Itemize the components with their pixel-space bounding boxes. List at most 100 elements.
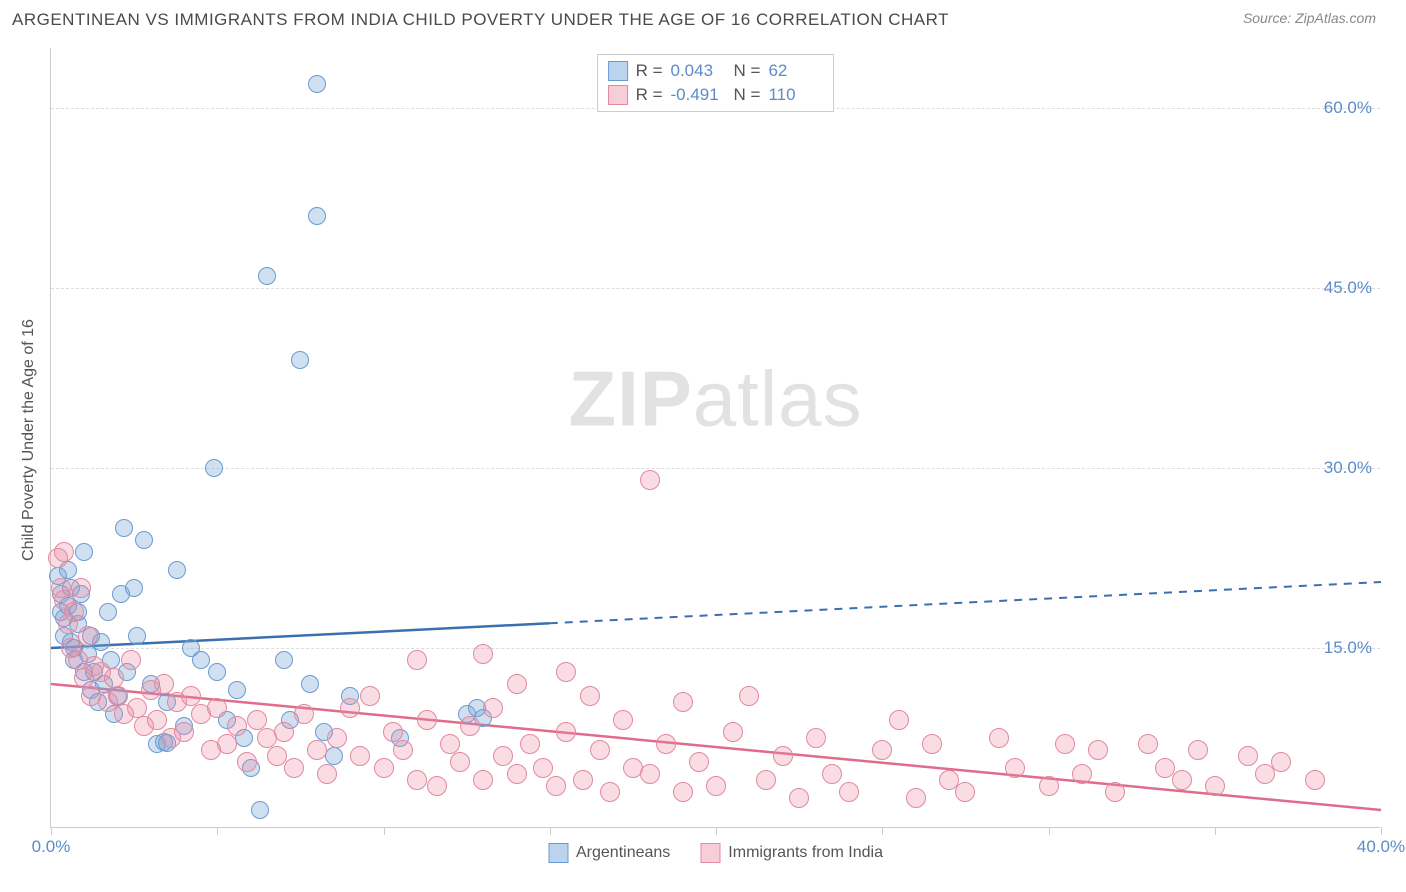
data-point — [301, 675, 319, 693]
stat-value-n: 62 — [768, 61, 823, 81]
x-tick — [882, 827, 883, 835]
data-point — [247, 710, 267, 730]
data-point — [54, 542, 74, 562]
legend-label: Immigrants from India — [728, 844, 883, 862]
data-point — [989, 728, 1009, 748]
x-tick — [217, 827, 218, 835]
data-point — [327, 728, 347, 748]
source-attribution: Source: ZipAtlas.com — [1243, 10, 1376, 26]
legend-item: Immigrants from India — [700, 843, 883, 863]
data-point — [1172, 770, 1192, 790]
x-tick — [1215, 827, 1216, 835]
data-point — [121, 650, 141, 670]
data-point — [192, 651, 210, 669]
data-point — [922, 734, 942, 754]
data-point — [181, 686, 201, 706]
data-point — [590, 740, 610, 760]
chart-title: ARGENTINEAN VS IMMIGRANTS FROM INDIA CHI… — [12, 10, 949, 30]
x-tick — [550, 827, 551, 835]
scatter-chart: ZIPatlas R =0.043N =62R =-0.491N =110 Ar… — [50, 48, 1380, 828]
data-point — [533, 758, 553, 778]
data-point — [154, 674, 174, 694]
legend-stats-row: R =-0.491N =110 — [608, 83, 824, 107]
data-point — [706, 776, 726, 796]
x-tick — [51, 827, 52, 835]
data-point — [350, 746, 370, 766]
data-point — [1238, 746, 1258, 766]
legend-swatch — [608, 85, 628, 105]
data-point — [1072, 764, 1092, 784]
data-point — [258, 267, 276, 285]
data-point — [640, 470, 660, 490]
chart-header: ARGENTINEAN VS IMMIGRANTS FROM INDIA CHI… — [0, 0, 1406, 40]
data-point — [546, 776, 566, 796]
legend-swatch — [700, 843, 720, 863]
trend-line — [51, 623, 550, 648]
legend-label: Argentineans — [576, 844, 670, 862]
data-point — [473, 770, 493, 790]
legend-stats-row: R = 0.043 N = 62 — [608, 59, 824, 83]
data-point — [374, 758, 394, 778]
data-point — [1039, 776, 1059, 796]
data-point — [773, 746, 793, 766]
stat-label-r: R = — [636, 85, 663, 105]
data-point — [906, 788, 926, 808]
legend-swatch — [548, 843, 568, 863]
data-point — [284, 758, 304, 778]
data-point — [1305, 770, 1325, 790]
data-point — [889, 710, 909, 730]
data-point — [600, 782, 620, 802]
data-point — [383, 722, 403, 742]
data-point — [673, 692, 693, 712]
data-point — [308, 75, 326, 93]
data-point — [168, 561, 186, 579]
data-point — [78, 626, 98, 646]
data-point — [1005, 758, 1025, 778]
data-point — [640, 764, 660, 784]
legend-swatch — [608, 61, 628, 81]
data-point — [613, 710, 633, 730]
data-point — [756, 770, 776, 790]
data-point — [1271, 752, 1291, 772]
x-tick-label: 0.0% — [32, 837, 71, 857]
data-point — [294, 704, 314, 724]
data-point — [308, 207, 326, 225]
data-point — [872, 740, 892, 760]
data-point — [125, 579, 143, 597]
data-point — [407, 650, 427, 670]
x-tick — [1049, 827, 1050, 835]
data-point — [427, 776, 447, 796]
data-point — [573, 770, 593, 790]
trend-line-extrapolated — [550, 582, 1381, 623]
stat-value-r: -0.491 — [671, 85, 726, 105]
data-point — [673, 782, 693, 802]
data-point — [127, 698, 147, 718]
data-point — [556, 722, 576, 742]
data-point — [739, 686, 759, 706]
stat-value-r: 0.043 — [671, 61, 726, 81]
data-point — [71, 578, 91, 598]
x-tick-label: 40.0% — [1357, 837, 1405, 857]
data-point — [393, 740, 413, 760]
data-point — [656, 734, 676, 754]
data-point — [291, 351, 309, 369]
data-point — [723, 722, 743, 742]
data-point — [217, 734, 237, 754]
data-point — [207, 698, 227, 718]
data-point — [520, 734, 540, 754]
data-point — [115, 519, 133, 537]
series-legend: Argentineans Immigrants from India — [548, 843, 883, 863]
stat-label-n: N = — [734, 61, 761, 81]
data-point — [407, 770, 427, 790]
data-point — [325, 747, 343, 765]
data-point — [822, 764, 842, 784]
data-point — [307, 740, 327, 760]
data-point — [128, 627, 146, 645]
data-point — [1088, 740, 1108, 760]
stat-label-r: R = — [636, 61, 663, 81]
data-point — [1138, 734, 1158, 754]
data-point — [99, 603, 117, 621]
data-point — [507, 764, 527, 784]
x-tick — [1381, 827, 1382, 835]
data-point — [205, 459, 223, 477]
